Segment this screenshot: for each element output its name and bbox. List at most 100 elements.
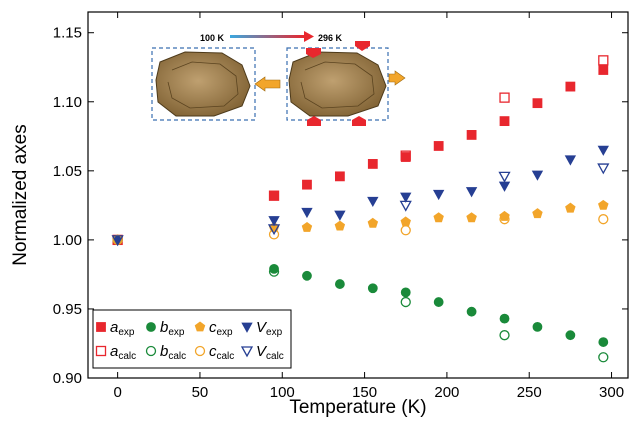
data-point xyxy=(269,263,279,274)
legend-item-b-exp: bexp xyxy=(146,319,185,338)
data-marks xyxy=(111,55,610,363)
y-tick-label: 1.15 xyxy=(53,25,82,42)
push-arrow-bottom-right-icon xyxy=(352,116,366,126)
data-point xyxy=(532,321,543,332)
data-point xyxy=(565,81,576,92)
legend: aexp bexp cexp Vexp acalc bcalc ccalc Vcalc xyxy=(92,309,292,369)
data-point xyxy=(400,216,411,227)
legend-item-a-exp: aexp xyxy=(96,319,135,338)
data-point xyxy=(302,270,312,281)
data-point xyxy=(367,217,379,228)
y-tick-label: 1.10 xyxy=(53,94,82,111)
axis-ticks: 0 50 100 150 200 250 300 0.90 0.95 1.00 1.05 1.10 1.… xyxy=(53,12,628,401)
crystal-hot-ridges xyxy=(300,61,375,109)
crystal-cold-image xyxy=(155,51,251,117)
data-point xyxy=(532,98,543,109)
legend-item-c-exp: cexp xyxy=(194,319,233,338)
data-point xyxy=(334,171,345,182)
data-point xyxy=(400,287,411,298)
push-arrow-bottom-left-icon xyxy=(307,116,321,126)
legend-label: aexp xyxy=(110,319,135,338)
crystal-hot-image xyxy=(288,51,387,117)
data-point xyxy=(498,181,511,192)
legend-item-c-calc: ccalc xyxy=(194,343,234,362)
data-point xyxy=(532,208,543,219)
heating-arrow-head-icon xyxy=(304,31,314,42)
inset-start-temperature: 100 K xyxy=(200,33,225,43)
data-point xyxy=(432,189,445,201)
data-point xyxy=(268,266,280,277)
y-tick-label: 1.00 xyxy=(53,232,82,249)
data-point xyxy=(598,352,609,363)
heating-arrow-shaft xyxy=(230,35,304,38)
data-point xyxy=(301,222,313,232)
data-point xyxy=(598,337,609,347)
x-tick-label: 300 xyxy=(599,384,624,401)
inset-end-temperature: 296 K xyxy=(318,33,343,43)
data-point xyxy=(400,192,412,203)
data-point xyxy=(466,306,477,317)
data-point xyxy=(499,116,510,127)
data-point xyxy=(499,313,510,324)
series-c-exp xyxy=(112,199,609,245)
legend-item-a-calc: acalc xyxy=(95,343,136,362)
data-point xyxy=(433,297,444,307)
legend-label: cexp xyxy=(209,319,233,338)
legend-marker xyxy=(96,322,106,332)
legend-marker xyxy=(95,345,107,357)
data-point xyxy=(268,190,280,201)
legend-items: aexp bexp cexp Vexp acalc bcalc ccalc Vcalc xyxy=(95,319,284,362)
data-point xyxy=(565,202,576,213)
legend-marker xyxy=(240,346,254,358)
data-point xyxy=(499,214,510,225)
data-point xyxy=(564,155,577,166)
data-point xyxy=(399,200,412,212)
legend-item-V-calc: Vcalc xyxy=(240,343,284,362)
data-point xyxy=(466,212,477,223)
x-tick-label: 50 xyxy=(192,384,209,401)
x-tick-label: 150 xyxy=(352,384,377,401)
data-point xyxy=(334,210,346,221)
legend-label: ccalc xyxy=(209,343,234,362)
inset-box-cold xyxy=(151,47,256,121)
data-point xyxy=(598,214,609,225)
plot-frame xyxy=(87,11,629,379)
legend-marker xyxy=(241,322,253,333)
data-point xyxy=(267,224,281,236)
data-point xyxy=(499,210,510,221)
x-tick-label: 100 xyxy=(270,384,295,401)
legend-label: bexp xyxy=(160,319,185,338)
legend-label: acalc xyxy=(110,343,136,362)
x-tick-label: 250 xyxy=(517,384,542,401)
data-point xyxy=(302,179,312,190)
y-axis-title: Normalized axes xyxy=(10,124,31,266)
data-point xyxy=(367,159,378,169)
data-point xyxy=(498,171,511,183)
legend-marker xyxy=(194,321,206,332)
data-point xyxy=(531,170,544,181)
data-point xyxy=(598,199,609,210)
data-point xyxy=(268,229,280,240)
legend-label: Vcalc xyxy=(256,343,284,362)
y-tick-label: 0.90 xyxy=(53,370,82,387)
legend-item-b-calc: bcalc xyxy=(145,343,186,362)
data-point xyxy=(465,187,478,198)
data-point xyxy=(433,141,444,151)
data-point xyxy=(367,283,378,294)
data-point xyxy=(334,220,346,231)
data-point xyxy=(433,212,444,223)
data-point xyxy=(499,92,510,103)
legend-box xyxy=(92,309,292,369)
data-point xyxy=(301,207,313,219)
series-b-calc xyxy=(112,234,609,363)
shrink-arrow-left-icon xyxy=(254,76,281,92)
x-tick-label: 200 xyxy=(434,384,459,401)
data-point xyxy=(499,330,510,341)
data-point xyxy=(334,279,345,289)
crystal-cold-ridges xyxy=(167,61,239,109)
inset-box-hot xyxy=(286,47,389,121)
data-point xyxy=(466,130,477,140)
data-point xyxy=(598,65,609,75)
